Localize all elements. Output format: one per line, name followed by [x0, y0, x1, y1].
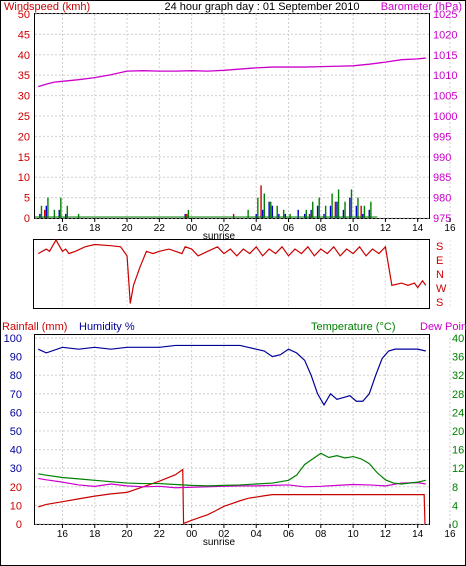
temperature-axis-title: Temperature (°C): [311, 321, 395, 333]
wind-tick-label: 25: [18, 111, 30, 123]
direction-label: E: [436, 255, 443, 267]
wind-tick-label: 15: [18, 152, 30, 164]
top-x-tick-label: 14: [412, 223, 424, 234]
direction-label: S: [436, 241, 443, 253]
barometer-tick-label: 1025: [433, 9, 457, 21]
barometer-tick-label: 990: [433, 152, 451, 164]
bottom-x-tick-label: 08: [315, 529, 327, 540]
direction-label: S: [436, 297, 443, 309]
bottom-x-tick-label: 16: [444, 529, 456, 540]
top-x-tick-label: 08: [315, 223, 327, 234]
bottom-x-tick-label: 12: [380, 529, 392, 540]
humidity-tick-label: 60: [10, 407, 22, 419]
bottom-x-tick-label: 06: [283, 529, 295, 540]
humidity-tick-label: 70: [10, 389, 22, 401]
temperature-tick-label: 4: [452, 500, 458, 512]
bottom-x-tick-label: 22: [154, 529, 166, 540]
temperature-tick-label: 20: [452, 426, 464, 438]
top-x-tick-label: 18: [89, 223, 101, 234]
temperature-tick-label: 0: [452, 519, 458, 531]
top-x-tick-label: 12: [380, 223, 392, 234]
top-x-tick-label: 02: [218, 223, 230, 234]
wind-tick-label: 30: [18, 91, 30, 103]
temperature-tick-label: 36: [452, 352, 464, 364]
temperature-tick-label: 32: [452, 370, 464, 382]
top-x-tick-label: 22: [154, 223, 166, 234]
humidity-tick-label: 40: [10, 445, 22, 457]
top-x-tick-label: 10: [348, 223, 360, 234]
barometer-tick-label: 975: [433, 213, 451, 225]
temperature-tick-label: 8: [452, 482, 458, 494]
humidity-tick-label: 80: [10, 370, 22, 382]
wind-tick-label: 0: [24, 213, 30, 225]
humidity-line: [37, 344, 426, 407]
humidity-tick-label: 0: [16, 519, 22, 531]
barometer-tick-label: 995: [433, 131, 451, 143]
bottom-x-tick-label: 18: [89, 529, 101, 540]
temperature-line: [38, 452, 426, 487]
wind-tick-label: 20: [18, 131, 30, 143]
barometer-line: [38, 57, 426, 88]
barometer-tick-label: 1020: [433, 29, 457, 41]
barometer-tick-label: 1000: [433, 111, 457, 123]
barometer-tick-label: 1015: [433, 50, 457, 62]
temperature-tick-label: 24: [452, 407, 464, 419]
barometer-tick-label: 980: [433, 193, 451, 205]
temperature-tick-label: 12: [452, 463, 464, 475]
humidity-tick-label: 90: [10, 352, 22, 364]
humidity-tick-label: 30: [10, 463, 22, 475]
wind-axis-title: Windspeed (kmh): [4, 1, 90, 13]
direction-label: N: [436, 269, 444, 281]
humidity-tick-label: 50: [10, 426, 22, 438]
bottom-x-tick-label: 00: [186, 529, 198, 540]
humidity-tick-label: 10: [10, 500, 22, 512]
rainfall-line: [38, 468, 426, 525]
bottom-x-tick-label: 14: [412, 529, 424, 540]
bottom-x-tick-label: 02: [218, 529, 230, 540]
top-x-tick-label: 16: [57, 223, 69, 234]
barometer-axis-title: Barometer (hPa): [381, 1, 462, 13]
bottom-plot-area: [34, 334, 430, 525]
bottom-x-tick-label: 20: [121, 529, 133, 540]
top-sunrise-label: sunrise: [203, 231, 236, 242]
wind-tick-label: 10: [18, 172, 30, 184]
humidity-axis-title: Humidity %: [79, 321, 135, 333]
top-x-tick-label: 00: [186, 223, 198, 234]
top-x-tick-label: 16: [444, 223, 456, 234]
top-x-tick-label: 04: [251, 223, 263, 234]
bottom-x-tick-label: 10: [348, 529, 360, 540]
temperature-tick-label: 16: [452, 445, 464, 457]
top-x-tick-label: 20: [121, 223, 133, 234]
humidity-tick-label: 20: [10, 482, 22, 494]
bottom-x-tick-label: 16: [57, 529, 69, 540]
rainfall-axis-title: Rainfall (mm): [2, 321, 67, 333]
barometer-tick-label: 1010: [433, 70, 457, 82]
wind-tick-label: 50: [18, 9, 30, 21]
humidity-tick-label: 100: [4, 333, 22, 345]
direction-label: W: [436, 283, 447, 295]
barometer-tick-label: 985: [433, 172, 451, 184]
wind-tick-label: 35: [18, 70, 30, 82]
wind-tick-label: 40: [18, 50, 30, 62]
chart-title: 24 hour graph day : 01 September 2010: [164, 1, 359, 13]
bottom-x-tick-label: 04: [251, 529, 263, 540]
temperature-tick-label: 40: [452, 333, 464, 345]
wind-tick-label: 45: [18, 29, 30, 41]
bottom-sunrise-label: sunrise: [203, 537, 236, 548]
top-x-tick-label: 06: [283, 223, 295, 234]
temperature-tick-label: 28: [452, 389, 464, 401]
wind-tick-label: 5: [24, 193, 30, 205]
dewpoint-axis-title: Dew Point: [420, 321, 466, 333]
dewpoint-line: [38, 477, 426, 489]
wind-direction-line: [37, 238, 427, 304]
barometer-tick-label: 1005: [433, 91, 457, 103]
